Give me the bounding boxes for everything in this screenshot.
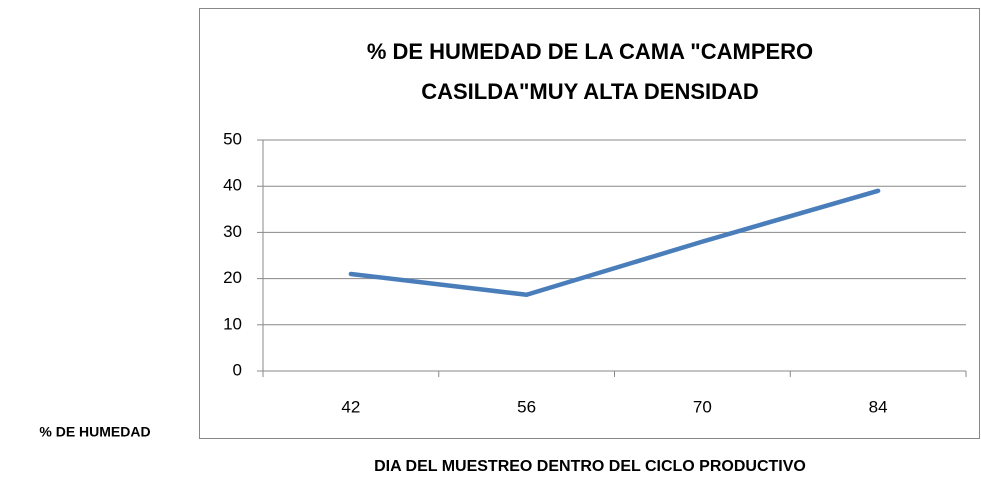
y-tick-label: 30 — [223, 222, 242, 241]
chart-frame — [199, 8, 980, 439]
y-tick-label: 10 — [223, 314, 242, 333]
x-tick-label: 56 — [517, 397, 536, 416]
line-series — [348, 188, 881, 298]
x-tick-label: 84 — [869, 397, 888, 416]
y-tick-label: 20 — [223, 268, 242, 287]
y-tick-label: 0 — [233, 360, 242, 379]
x-axis-label: DIA DEL MUESTREO DENTRO DEL CICLO PRODUC… — [374, 458, 806, 475]
y-axis-label: % DE HUMEDAD — [39, 424, 150, 440]
y-tick-label: 40 — [223, 176, 242, 195]
y-tick-label: 50 — [223, 129, 242, 148]
x-tick-label: 70 — [693, 397, 712, 416]
x-tick-label: 42 — [341, 397, 360, 416]
chart-title: % DE HUMEDAD DE LA CAMA "CAMPERO CASILDA… — [366, 39, 814, 104]
